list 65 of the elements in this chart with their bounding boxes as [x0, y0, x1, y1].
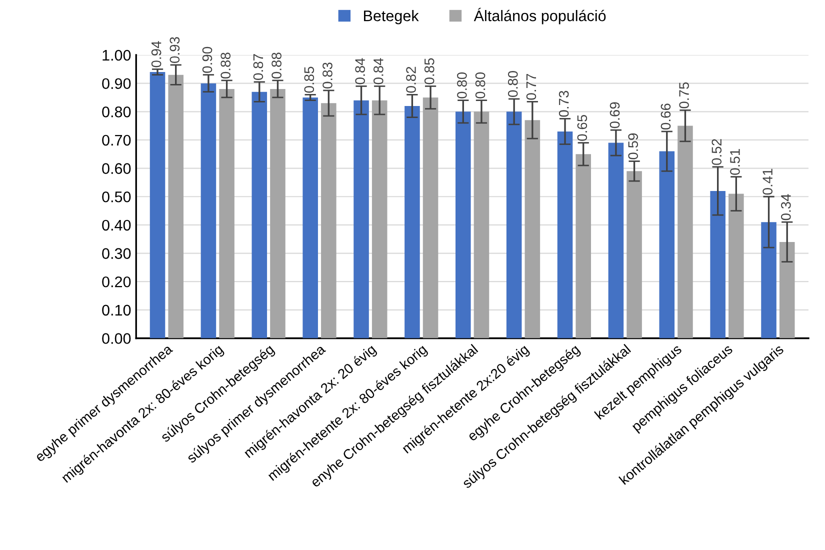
data-label: 0.94: [151, 41, 162, 68]
data-label: 0.69: [610, 102, 620, 128]
data-label: 0.84: [355, 58, 365, 84]
bar: [779, 242, 795, 338]
data-label: 0.75: [679, 82, 689, 108]
legend-label: Általános populáció: [474, 8, 606, 24]
data-label: 0.88: [272, 52, 282, 79]
data-label: 0.51: [730, 149, 740, 175]
data-label: 0.52: [712, 139, 722, 165]
bar: [557, 131, 573, 338]
y-tick-label: 0.30: [102, 248, 131, 259]
data-label: 0.84: [374, 58, 384, 84]
data-label: 0.59: [628, 133, 638, 160]
data-label: 0.80: [457, 72, 467, 98]
data-label: 0.85: [304, 66, 314, 93]
data-label: 0.85: [424, 58, 434, 84]
bar: [354, 100, 369, 338]
bar: [168, 74, 184, 338]
y-tick-label: 0.10: [102, 304, 131, 316]
bar: [524, 120, 540, 338]
data-label: 0.82: [406, 66, 416, 93]
bar: [372, 100, 388, 338]
bar: [422, 97, 438, 338]
data-label: 0.88: [220, 52, 231, 79]
y-tick-label: 0.00: [102, 333, 131, 344]
y-tick-label: 0.20: [102, 276, 131, 288]
bar: [506, 112, 522, 338]
bar: [200, 83, 216, 338]
bar: [728, 194, 744, 338]
data-label: 0.65: [577, 114, 588, 141]
bar: [761, 222, 776, 338]
bar: [456, 112, 471, 338]
bar: [252, 92, 268, 338]
data-label: 0.41: [762, 168, 772, 195]
data-label: 0.77: [526, 74, 536, 100]
bar: [608, 142, 624, 338]
y-tick-label: 0.70: [102, 134, 131, 146]
bar: [270, 88, 286, 338]
y-tick-label: 0.90: [102, 78, 131, 90]
y-tick-label: 1.00: [102, 50, 131, 61]
data-label: 0.34: [781, 194, 791, 220]
y-tick-label: 0.80: [102, 106, 131, 118]
data-label: 0.73: [558, 90, 569, 117]
bar: [321, 103, 336, 338]
data-label: 0.93: [170, 37, 180, 63]
bar: [474, 112, 490, 338]
data-label: 0.87: [253, 54, 264, 80]
legend-label: Betegek: [364, 10, 419, 24]
data-label: 0.90: [202, 46, 212, 73]
bar: [219, 88, 234, 338]
data-label: 0.80: [475, 72, 486, 98]
bar: [404, 106, 420, 338]
data-label: 0.66: [660, 104, 671, 130]
bar: [626, 171, 642, 338]
bar: [150, 72, 166, 338]
y-tick-label: 0.40: [102, 220, 131, 231]
data-label: 0.83: [322, 62, 332, 88]
bar: [659, 151, 675, 338]
y-tick-label: 0.60: [102, 163, 131, 174]
bar: [710, 190, 726, 338]
bar: [678, 126, 693, 338]
data-label: 0.80: [508, 71, 518, 97]
bar: [302, 97, 318, 338]
y-tick-label: 0.50: [102, 191, 131, 202]
bar: [576, 154, 591, 338]
